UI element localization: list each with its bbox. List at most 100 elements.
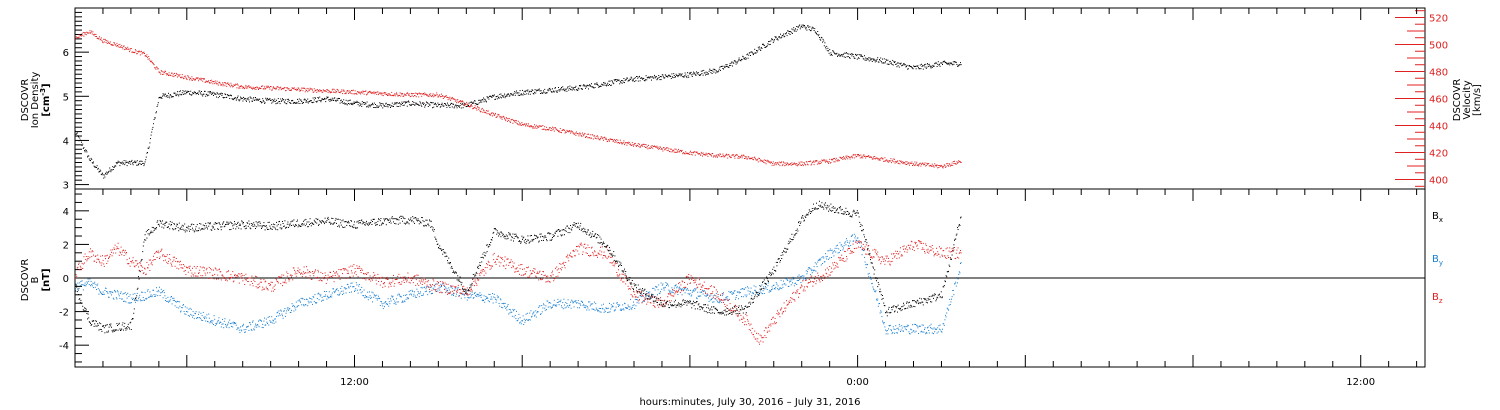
by-series-point (745, 287, 747, 289)
density-series-point (571, 89, 573, 91)
by-series-point (516, 310, 517, 312)
velocity-series-point (654, 146, 656, 147)
by-series-point (909, 333, 910, 335)
by-series-point (654, 289, 656, 291)
velocity-series-point (779, 165, 781, 167)
by-series-point (482, 299, 484, 301)
velocity-series-point (547, 128, 549, 130)
density-series-point (852, 53, 853, 55)
by-series-point (303, 304, 304, 306)
by-series-point (888, 325, 890, 326)
velocity-series-point (553, 130, 555, 132)
density-series-point (273, 99, 274, 101)
by-series-point (741, 296, 742, 298)
density-series-point (645, 75, 647, 77)
by-series-point (590, 303, 592, 305)
by-series-point (634, 298, 636, 300)
by-series-point (951, 298, 952, 300)
by-series-point (81, 280, 83, 282)
velocity-series-point (905, 161, 907, 163)
by-series-point (625, 307, 627, 308)
velocity-series-point (282, 87, 284, 89)
velocity-series-point (634, 142, 636, 144)
velocity-series-point (268, 87, 270, 89)
velocity-series-point (807, 164, 809, 166)
by-series-point (552, 306, 553, 308)
by-series-point (780, 279, 782, 281)
density-series-point (409, 104, 411, 106)
by-series-point (285, 315, 286, 317)
velocity-series-point (605, 137, 607, 139)
density-series-point (930, 67, 932, 69)
bz-series-point (338, 269, 340, 270)
velocity-series-point (269, 88, 271, 90)
velocity-series-point (114, 42, 115, 44)
density-series-point (900, 62, 902, 64)
density-series-point (725, 64, 727, 66)
bz-series-point (264, 288, 265, 290)
density-series-point (190, 90, 192, 92)
density-series-point (387, 106, 389, 108)
density-series-point (295, 102, 297, 104)
velocity-series-point (544, 126, 546, 128)
density-series-point (114, 165, 116, 167)
density-series-point (493, 94, 495, 96)
density-series-point (489, 95, 490, 97)
density-series-point (531, 89, 533, 91)
bz-series-point (190, 269, 192, 271)
velocity-series-point (434, 95, 436, 97)
by-series-point (821, 256, 823, 258)
by-series-point (891, 330, 892, 332)
velocity-series-point (784, 162, 786, 164)
velocity-series-point (273, 86, 274, 88)
density-series-point (547, 89, 549, 91)
bz-series-point (152, 260, 154, 261)
by-series-point (239, 332, 241, 334)
by-series-point (474, 292, 476, 293)
by-series-point (599, 311, 601, 313)
density-series-point (135, 162, 136, 164)
density-series-point (160, 97, 162, 99)
bz-series-point (258, 287, 259, 289)
density-series-point (910, 65, 912, 67)
density-series-point (925, 63, 927, 65)
velocity-series-point (210, 82, 212, 84)
density-series-point (109, 167, 111, 169)
bz-series-point (114, 248, 115, 250)
density-series-point (555, 87, 556, 89)
bz-series-point (246, 279, 247, 281)
density-series-point (896, 66, 898, 68)
bz-series-point (279, 276, 281, 278)
density-series-point (361, 105, 363, 107)
density-series-point (916, 65, 918, 67)
by-series-point (556, 302, 558, 303)
by-series-point (567, 305, 568, 307)
velocity-series-point (807, 163, 808, 165)
velocity-series-point (504, 118, 506, 120)
velocity-series-point (275, 88, 277, 90)
velocity-series-point (334, 90, 336, 92)
velocity-series-point (957, 162, 959, 163)
by-series-point (785, 284, 787, 286)
bz-series-point (222, 274, 223, 276)
by-series-point (592, 303, 594, 305)
by-series-point (589, 301, 591, 303)
density-series-point (589, 84, 591, 86)
velocity-series-point (435, 94, 436, 96)
velocity-series-point (478, 107, 480, 109)
velocity-series-point (494, 114, 496, 116)
by-series-point (562, 302, 564, 304)
density-series-point (561, 87, 562, 88)
by-series-point (751, 295, 753, 297)
velocity-series-point (958, 161, 960, 163)
density-series-point (657, 78, 658, 80)
velocity-series-point (489, 114, 490, 116)
density-series-point (186, 91, 187, 93)
density-series-point (189, 93, 190, 95)
by-series-point (345, 288, 346, 290)
by-series-point (909, 333, 911, 335)
velocity-series-point (783, 161, 784, 163)
velocity-series-point (472, 108, 474, 110)
bz-series-point (99, 261, 100, 263)
density-series-point (332, 99, 334, 101)
